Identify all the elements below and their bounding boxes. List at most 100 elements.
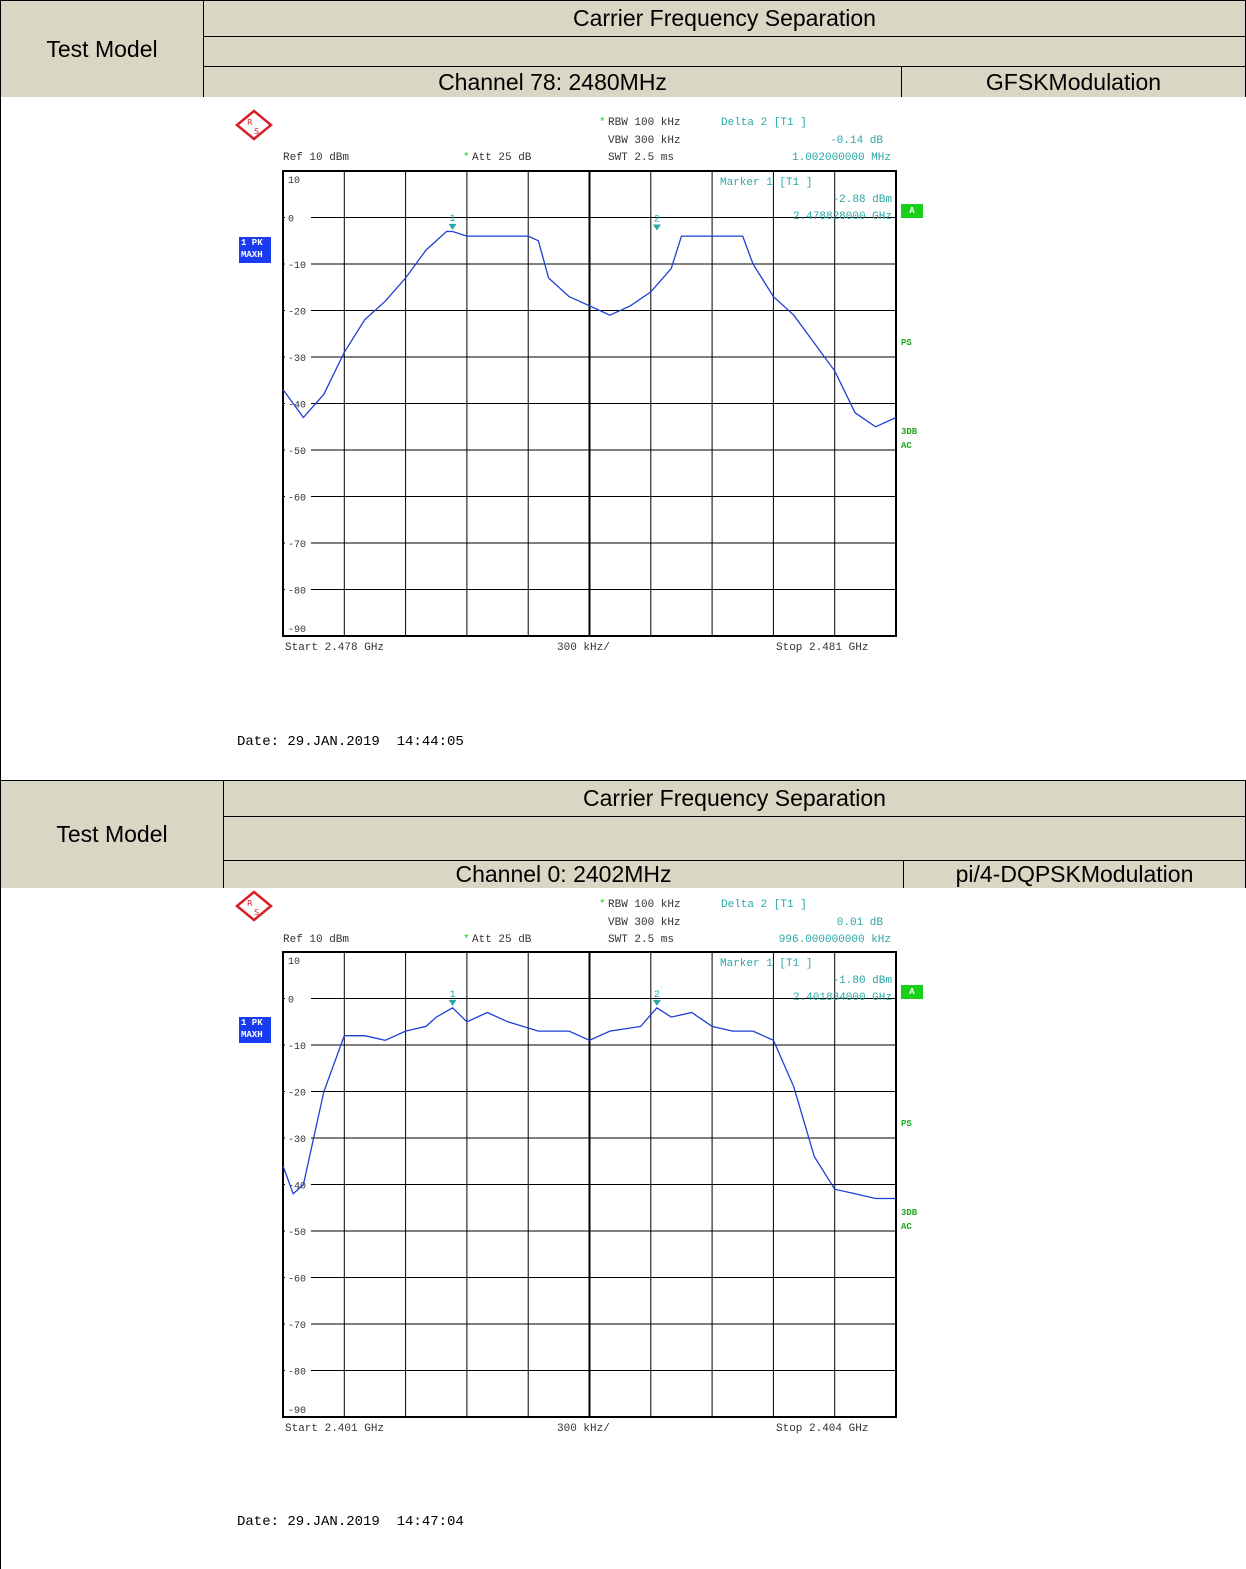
marker-readout-frequency: 2.401834000 GHz — [793, 992, 892, 1004]
svg-text:S: S — [254, 127, 259, 136]
marker-1-label: 1 — [450, 990, 456, 1001]
instrument-header-2: Ref 10 dBm * Att 25 dB * RBW 100 kHz VBW… — [283, 899, 891, 946]
y-tick-label: -90 — [288, 625, 306, 636]
y-tick-label: -70 — [288, 1321, 306, 1332]
rbw: RBW 100 kHz — [608, 899, 681, 911]
capture-date: Date: 29.JAN.2019 14:44:05 — [237, 734, 464, 750]
y-tick-label: -50 — [288, 1228, 306, 1239]
attenuation: Att 25 dB — [472, 934, 532, 946]
y-tick-label: -40 — [288, 1182, 306, 1193]
svg-text:*: * — [463, 152, 470, 164]
side-label-ps: PS — [901, 338, 912, 348]
section-title: Carrier Frequency Separation — [223, 780, 1246, 817]
marker-2-label: 2 — [654, 990, 660, 1001]
delta-frequency: 1.002000000 MHz — [792, 152, 891, 164]
stop-frequency: Stop 2.404 GHz — [776, 1423, 869, 1435]
y-tick-label-bg — [285, 1365, 311, 1377]
start-frequency: Start 2.478 GHz — [285, 642, 385, 654]
y-tick-label-bg — [285, 538, 311, 549]
start-frequency: Start 2.401 GHz — [285, 1423, 385, 1435]
y-tick-label-bg — [285, 1319, 311, 1330]
side-label-ac: AC — [901, 1222, 912, 1232]
y-tick-label-bg — [285, 445, 311, 456]
y-tick-label: 0 — [288, 215, 294, 226]
trace-badge-line1: 1 PK — [241, 1018, 263, 1028]
svg-text:*: * — [599, 899, 606, 911]
measurement-section-2: Test Model Carrier Frequency Separation … — [0, 780, 1246, 1569]
marker-1-triangle — [448, 223, 457, 230]
modulation-label: pi/4-DQPSKModulation — [903, 860, 1246, 889]
y-tick-label-bg — [285, 1040, 311, 1051]
test-model-label: Test Model — [0, 780, 224, 889]
delta-label: Delta 2 [T1 ] — [721, 117, 807, 129]
y-tick-label-bg — [285, 584, 311, 596]
y-tick-label-bg — [285, 398, 311, 410]
y-tick-label: -10 — [288, 261, 306, 272]
y-tick-label: -60 — [288, 494, 306, 505]
side-badge-a: A — [901, 985, 923, 999]
side-label-ps: PS — [901, 1119, 912, 1129]
svg-text:*: * — [463, 934, 470, 946]
y-tick-label-bg — [285, 1133, 311, 1144]
ref-level: Ref 10 dBm — [283, 152, 349, 164]
test-model-label: Test Model — [0, 0, 204, 98]
y-tick-label-bg — [285, 1272, 311, 1284]
side-badge-a: A — [901, 204, 923, 218]
y-tick-label: -10 — [288, 1042, 306, 1053]
delta-value: -0.14 dB — [830, 135, 883, 147]
delta-label: Delta 2 [T1 ] — [721, 899, 807, 911]
stop-frequency: Stop 2.481 GHz — [776, 642, 869, 654]
y-tick-label-bg — [285, 491, 311, 503]
capture-date: Date: 29.JAN.2019 14:47:04 — [237, 1514, 464, 1530]
y-tick-label: -20 — [288, 1089, 306, 1100]
spectrum-plot-1: 10 0 -10 -20 -30 -40 -50 -60 -70 -80 -90 1 2 Marker 1… — [282, 170, 897, 637]
trace-badge-line2: MAXH — [241, 1030, 263, 1040]
y-tick-label: -50 — [288, 447, 306, 458]
spectrum-trace — [282, 1006, 896, 1200]
delta-frequency: 996.000000000 kHz — [779, 934, 891, 946]
svg-text:R: R — [247, 118, 253, 127]
trace-badge: 1 PK MAXH — [239, 1017, 271, 1043]
rohde-schwarz-logo-icon: R S — [235, 890, 273, 922]
instrument-header-1: Ref 10 dBm * Att 25 dB * RBW 100 kHz VBW… — [283, 117, 891, 164]
marker-1-triangle — [448, 999, 457, 1006]
vbw: VBW 300 kHz — [608, 135, 681, 147]
y-tick-label: 10 — [288, 957, 300, 968]
marker-readout-frequency: 2.478828000 GHz — [793, 211, 892, 223]
sweep-time: SWT 2.5 ms — [608, 934, 674, 946]
y-tick-label: -30 — [288, 354, 306, 365]
marker-2-label: 2 — [654, 215, 660, 226]
span-per-division: 300 kHz/ — [557, 1423, 610, 1435]
side-label-ac: AC — [901, 441, 912, 451]
y-tick-label-bg — [285, 212, 311, 224]
header-blank-row — [223, 816, 1246, 861]
marker-2-triangle — [652, 999, 661, 1006]
y-tick-label: -40 — [288, 401, 306, 412]
marker-readout-label: Marker 1 [T1 ] — [720, 177, 812, 189]
y-tick-label: -70 — [288, 540, 306, 551]
y-tick-label: -30 — [288, 1135, 306, 1146]
span-per-division: 300 kHz/ — [557, 642, 610, 654]
y-tick-label: -80 — [288, 1368, 306, 1379]
trace-badge-line1: 1 PK — [241, 238, 263, 248]
y-tick-label-bg — [285, 352, 311, 363]
measurement-section-1: Test Model Carrier Frequency Separation … — [0, 0, 1246, 781]
marker-readout-value: -1.80 dBm — [833, 975, 893, 987]
spectrum-trace — [282, 230, 897, 428]
y-tick-label-bg — [285, 1226, 311, 1237]
y-tick-label: -60 — [288, 1275, 306, 1286]
y-tick-label-bg — [285, 259, 311, 270]
y-tick-label: -20 — [288, 308, 306, 319]
svg-text:*: * — [599, 117, 606, 129]
y-tick-label-bg — [285, 1179, 311, 1191]
vbw: VBW 300 kHz — [608, 917, 681, 929]
marker-2-triangle — [652, 224, 661, 231]
side-label-3db: 3DB — [901, 427, 918, 437]
marker-readout-label: Marker 1 [T1 ] — [720, 958, 812, 970]
rbw: RBW 100 kHz — [608, 117, 681, 129]
side-label-3db: 3DB — [901, 1208, 918, 1218]
spectrum-plot-2: 10 0 -10 -20 -30 -40 -50 -60 -70 -80 -90 1 2 Marker 1… — [282, 951, 897, 1418]
trace-badge: 1 PK MAXH — [239, 237, 271, 263]
y-tick-label-bg — [285, 1086, 311, 1098]
marker-1-label: 1 — [450, 214, 456, 225]
